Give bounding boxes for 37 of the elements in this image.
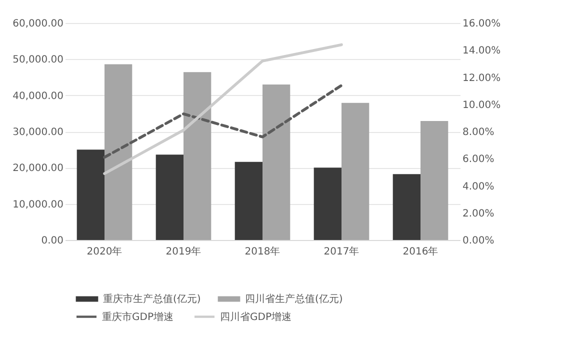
bar <box>104 64 132 240</box>
y2-tick-label: 8.00% <box>462 127 494 138</box>
y2-tick-label: 4.00% <box>462 181 494 192</box>
y2-tick-label: 2.00% <box>462 208 494 220</box>
y-tick-label: 30,000.00 <box>12 127 64 138</box>
y-tick-label: 40,000.00 <box>12 90 64 102</box>
bar <box>76 150 104 240</box>
bar <box>392 174 420 240</box>
bar <box>234 162 262 240</box>
y2-tick-label: 16.00% <box>462 18 501 30</box>
y2-tick-label: 0.00% <box>462 236 494 246</box>
y2-tick-label: 14.00% <box>462 46 501 57</box>
y-tick-label: 50,000.00 <box>12 54 64 66</box>
y-tick-label: 60,000.00 <box>12 18 64 30</box>
bar <box>342 102 370 240</box>
x-tick-label: 2017年 <box>324 246 360 258</box>
x-tick-label: 2020年 <box>86 246 122 258</box>
bar <box>262 84 290 240</box>
legend-label: 四川省GDP增速 <box>220 310 292 323</box>
x-tick-label: 2019年 <box>166 246 202 258</box>
line-series <box>103 84 343 159</box>
bar <box>156 154 184 240</box>
legend-label: 重庆市GDP增速 <box>102 310 174 323</box>
y-tick-label: 10,000.00 <box>12 199 64 210</box>
line-series <box>103 43 343 175</box>
x-tick-label: 2016年 <box>402 246 438 258</box>
y2-tick-label: 12.00% <box>462 72 501 84</box>
bar <box>314 168 342 240</box>
y-tick-label: 0.00 <box>41 236 64 246</box>
legend-label: 重庆市生产总值(亿元) <box>103 293 201 305</box>
bar <box>184 72 212 240</box>
y2-tick-label: 10.00% <box>462 100 501 111</box>
y-tick-label: 20,000.00 <box>12 163 64 174</box>
x-tick-label: 2018年 <box>244 246 280 258</box>
y2-tick-label: 6.00% <box>462 154 494 166</box>
bar <box>420 121 448 240</box>
legend-label: 四川省生产总值(亿元) <box>245 293 343 305</box>
